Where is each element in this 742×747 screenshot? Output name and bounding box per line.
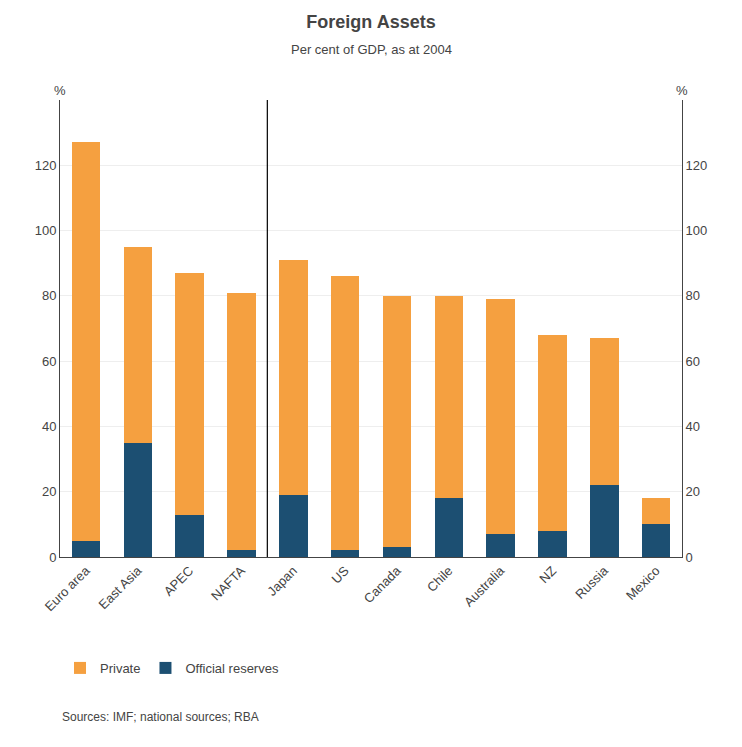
svg-text:Official reserves: Official reserves <box>185 661 278 676</box>
svg-text:APEC: APEC <box>161 563 197 599</box>
svg-text:20: 20 <box>42 484 56 499</box>
svg-text:Japan: Japan <box>264 563 300 599</box>
svg-text:120: 120 <box>686 158 708 173</box>
svg-text:20: 20 <box>686 484 700 499</box>
svg-text:Sources: IMF; national sources: Sources: IMF; national sources; RBA <box>62 710 259 724</box>
svg-text:US: US <box>328 563 352 587</box>
svg-text:80: 80 <box>686 288 700 303</box>
svg-text:Chile: Chile <box>424 563 456 595</box>
svg-text:80: 80 <box>42 288 56 303</box>
svg-text:%: % <box>54 83 66 98</box>
svg-text:NAFTA: NAFTA <box>208 563 248 603</box>
svg-text:Per cent of GDP, as at 2004: Per cent of GDP, as at 2004 <box>291 42 452 57</box>
svg-text:Canada: Canada <box>361 563 404 606</box>
svg-text:Euro area: Euro area <box>42 563 94 615</box>
svg-text:%: % <box>676 83 688 98</box>
svg-text:40: 40 <box>42 419 56 434</box>
svg-text:Australia: Australia <box>461 563 508 610</box>
svg-text:NZ: NZ <box>536 563 559 586</box>
svg-text:Mexico: Mexico <box>623 563 663 603</box>
svg-text:40: 40 <box>686 419 700 434</box>
svg-text:100: 100 <box>35 223 57 238</box>
svg-text:0: 0 <box>686 550 693 565</box>
svg-text:Private: Private <box>100 661 140 676</box>
svg-text:60: 60 <box>686 354 700 369</box>
svg-text:East Asia: East Asia <box>96 563 145 612</box>
svg-text:Foreign Assets: Foreign Assets <box>306 12 435 32</box>
svg-text:120: 120 <box>35 158 57 173</box>
svg-text:Russia: Russia <box>572 563 611 602</box>
svg-text:60: 60 <box>42 354 56 369</box>
svg-text:0: 0 <box>49 550 56 565</box>
svg-text:100: 100 <box>686 223 708 238</box>
